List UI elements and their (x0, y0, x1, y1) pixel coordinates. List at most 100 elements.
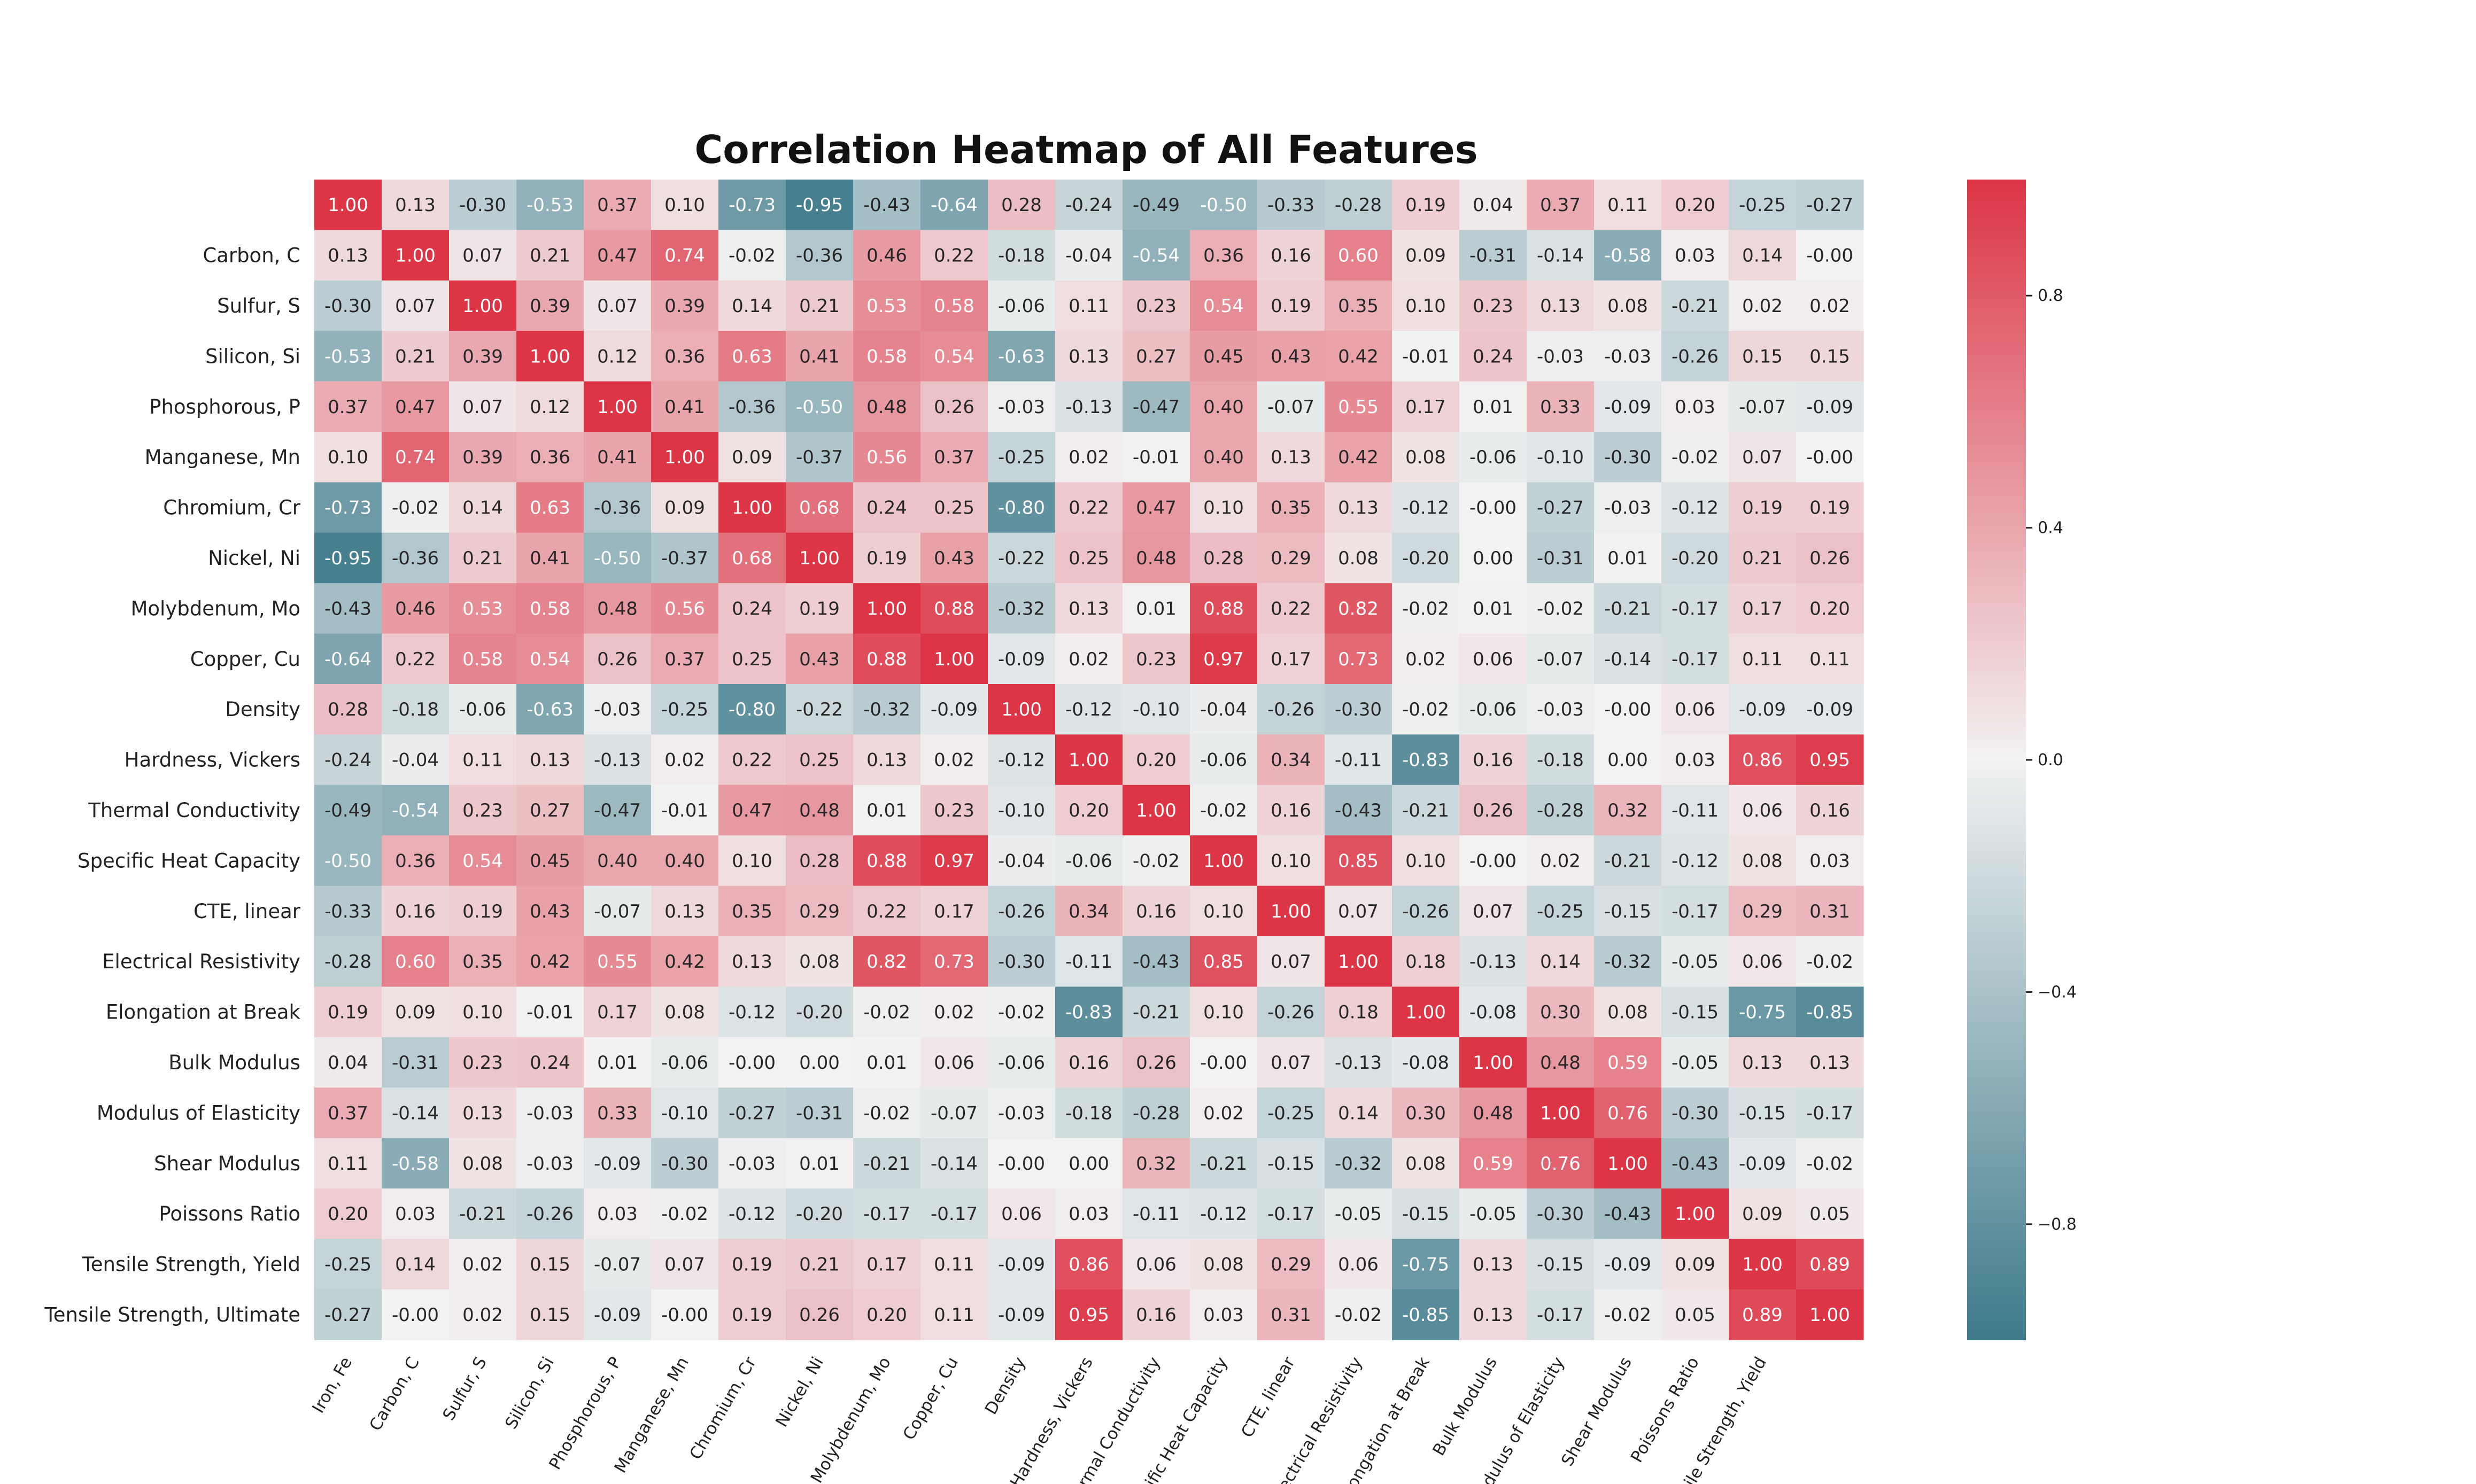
cell-value-label: 0.76 (1540, 1153, 1581, 1175)
cell-value-label: -0.10 (998, 800, 1045, 821)
row-tick-label: CTE, linear (194, 900, 301, 923)
heatmap-cell (516, 331, 584, 382)
cell-value-label: 0.19 (1405, 195, 1446, 216)
heatmap-cell (1594, 1289, 1662, 1340)
heatmap-cell (1729, 784, 1797, 836)
heatmap-cell (1325, 331, 1392, 382)
heatmap-cell (584, 583, 652, 634)
cell-value-label: 0.27 (1136, 346, 1177, 367)
heatmap-cell (449, 280, 517, 331)
column-tick-label: Poissons Ratio (1627, 1354, 1703, 1466)
heatmap-cell (1325, 1239, 1392, 1290)
heatmap-cell (1257, 835, 1325, 887)
cell-value-label: 0.05 (1809, 1203, 1850, 1225)
heatmap-cell (988, 432, 1056, 483)
heatmap-cell (786, 986, 854, 1038)
heatmap-cell (1796, 280, 1864, 331)
heatmap-cell (718, 885, 786, 937)
cell-value-label: 0.42 (530, 951, 570, 973)
heatmap-cell (1729, 331, 1797, 382)
heatmap-cell (584, 1138, 652, 1189)
cell-value-label: -0.36 (392, 548, 439, 569)
heatmap-cell (988, 684, 1056, 735)
heatmap-cell (382, 532, 450, 584)
heatmap-cell (1594, 784, 1662, 836)
heatmap-cell (449, 1239, 517, 1290)
cell-value-label: 0.26 (1136, 1052, 1177, 1074)
cell-value-label: -0.20 (796, 1203, 843, 1225)
heatmap-cell (853, 784, 921, 836)
heatmap-cell (1055, 1239, 1123, 1290)
heatmap-cell (449, 1188, 517, 1239)
cell-value-label: 0.35 (462, 951, 503, 973)
cell-value-label: 0.08 (1742, 850, 1783, 872)
heatmap-cell (449, 432, 517, 483)
heatmap-cell (584, 734, 652, 786)
colorbar-tick-label: −0.8 (2038, 1215, 2077, 1234)
cell-value-label: 0.00 (799, 1052, 840, 1074)
cell-value-label: -0.01 (661, 800, 708, 821)
cell-value-label: 0.09 (1742, 1203, 1783, 1225)
heatmap-cell (1123, 734, 1190, 786)
cell-value-label: -0.95 (796, 195, 843, 216)
cell-value-label: -0.17 (1672, 901, 1719, 922)
heatmap-cell (382, 180, 450, 230)
cell-value-label: 0.03 (1675, 397, 1715, 418)
cell-value-label: 0.28 (1203, 548, 1244, 569)
heatmap-cell (1594, 1087, 1662, 1139)
cell-value-label: -0.09 (1739, 699, 1786, 720)
cell-value-label: 0.02 (1069, 649, 1109, 670)
heatmap-cell (853, 1138, 921, 1189)
heatmap-cell (718, 633, 786, 685)
heatmap-cell (1796, 1087, 1864, 1139)
cell-value-label: -0.58 (392, 1153, 439, 1175)
cell-value-label: 0.13 (530, 750, 570, 771)
heatmap-cell (1055, 633, 1123, 685)
cell-value-label: 0.54 (934, 346, 974, 367)
cell-value-label: -0.64 (324, 649, 372, 670)
heatmap-cell (1459, 532, 1527, 584)
heatmap-cell (1729, 280, 1797, 331)
cell-value-label: 0.16 (395, 901, 436, 922)
cell-value-label: 0.10 (1203, 498, 1244, 519)
cell-value-label: -0.27 (1537, 498, 1584, 519)
cell-value-label: 0.25 (732, 649, 772, 670)
heatmap-cell (1055, 331, 1123, 382)
cell-value-label: 0.18 (1405, 951, 1446, 973)
heatmap-cell (853, 432, 921, 483)
cell-value-label: -0.21 (1672, 296, 1719, 317)
cell-value-label: -0.06 (1469, 447, 1516, 468)
heatmap-cell (1325, 381, 1392, 432)
cell-value-label: -0.09 (594, 1304, 641, 1326)
cell-value-label: -0.25 (324, 1254, 372, 1276)
cell-value-label: -0.06 (661, 1052, 708, 1074)
column-tick-label: Copper, Cu (899, 1354, 962, 1443)
heatmap-cell (1392, 1239, 1460, 1290)
heatmap-cell (584, 633, 652, 685)
heatmap-cell (1661, 1037, 1729, 1088)
cell-value-label: 0.03 (1069, 1203, 1109, 1225)
cell-value-label: -0.22 (796, 699, 843, 720)
heatmap-cell (1796, 532, 1864, 584)
heatmap-cell (1796, 583, 1864, 634)
heatmap-cell (786, 583, 854, 634)
heatmap-cell (1055, 583, 1123, 634)
heatmap-cell (516, 482, 584, 533)
cell-value-label: -0.83 (1065, 1002, 1112, 1023)
cell-value-label: 0.48 (1540, 1052, 1581, 1074)
heatmap-cell (1055, 734, 1123, 786)
heatmap-cell (920, 280, 988, 331)
heatmap-cell (1661, 432, 1729, 483)
cell-value-label: 0.74 (664, 245, 705, 267)
heatmap-cell (651, 1037, 719, 1088)
cell-value-label: -0.12 (1672, 850, 1719, 872)
heatmap-cell (1796, 885, 1864, 937)
heatmap-cell (449, 583, 517, 634)
heatmap-cell (1729, 1138, 1797, 1189)
heatmap-cell (718, 1289, 786, 1340)
heatmap-cell (1392, 1037, 1460, 1088)
cell-value-label: 0.03 (597, 1203, 638, 1225)
cell-value-label: -0.02 (863, 1002, 910, 1023)
heatmap-cell (1325, 885, 1392, 937)
heatmap-cell (516, 1188, 584, 1239)
